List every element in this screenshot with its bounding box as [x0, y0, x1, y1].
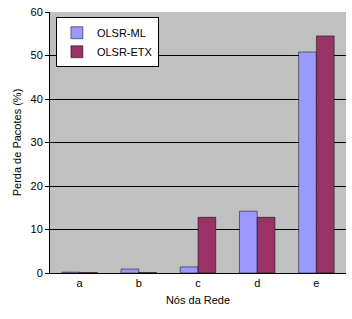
svg-text:e: e — [313, 277, 319, 289]
svg-text:c: c — [195, 277, 201, 289]
svg-text:d: d — [254, 277, 260, 289]
svg-text:b: b — [136, 277, 142, 289]
svg-text:50: 50 — [31, 49, 43, 61]
svg-text:OLSR-ETX: OLSR-ETX — [97, 46, 153, 58]
svg-text:10: 10 — [31, 223, 43, 235]
svg-text:OLSR-ML: OLSR-ML — [97, 27, 146, 39]
svg-text:Perda de Pacotes (%): Perda de Pacotes (%) — [11, 89, 23, 197]
svg-text:Nós da Rede: Nós da Rede — [166, 294, 230, 306]
svg-text:30: 30 — [31, 136, 43, 148]
svg-text:60: 60 — [31, 6, 43, 18]
svg-text:40: 40 — [31, 93, 43, 105]
svg-text:a: a — [77, 277, 84, 289]
svg-text:0: 0 — [37, 267, 43, 279]
svg-text:20: 20 — [31, 180, 43, 192]
